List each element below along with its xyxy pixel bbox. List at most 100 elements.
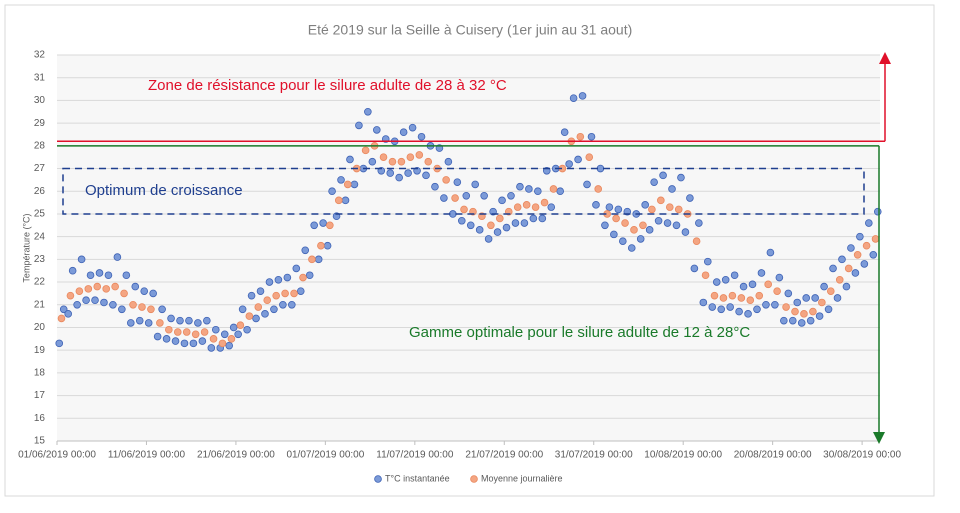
data-point: [502, 223, 511, 232]
data-point: [654, 216, 663, 225]
data-point: [207, 344, 216, 352]
data-point: [82, 296, 90, 305]
data-point: [614, 205, 623, 214]
data-point: [773, 287, 781, 295]
data-point: [672, 221, 681, 230]
data-point: [737, 294, 746, 302]
data-point: [120, 289, 128, 298]
data-point: [824, 305, 833, 314]
data-point: [171, 337, 180, 345]
data-point: [245, 312, 254, 320]
data-point: [869, 251, 878, 259]
y-tick-label: 23: [34, 254, 46, 265]
data-point: [185, 316, 193, 325]
data-point: [496, 214, 504, 223]
data-point: [529, 214, 538, 223]
data-point: [77, 255, 86, 264]
data-point: [860, 260, 869, 268]
data-point: [755, 291, 764, 300]
data-point: [373, 126, 381, 134]
data-point: [314, 255, 323, 264]
data-point: [227, 335, 236, 343]
data-point: [793, 298, 802, 307]
data-point: [176, 316, 184, 325]
plot-area: [57, 55, 880, 441]
data-point: [343, 180, 352, 189]
y-tick-label: 25: [34, 209, 46, 220]
data-point: [721, 275, 730, 284]
data-point: [475, 226, 484, 234]
data-point: [122, 271, 131, 280]
data-point: [75, 287, 84, 295]
data-point: [453, 178, 462, 186]
data-point: [247, 291, 256, 300]
data-point: [516, 182, 524, 191]
y-tick-label: 17: [34, 390, 46, 401]
data-point: [91, 296, 99, 305]
data-point: [462, 191, 471, 200]
data-point: [328, 187, 336, 196]
data-point: [118, 305, 126, 314]
data-point: [744, 310, 752, 318]
y-tick-label: 30: [34, 95, 46, 106]
data-point: [68, 266, 77, 275]
x-tick-label: 31/07/2019 00:00: [555, 450, 633, 461]
data-point: [802, 294, 810, 302]
data-point: [780, 316, 788, 325]
data-point: [100, 298, 108, 307]
data-point: [712, 278, 721, 286]
data-point: [147, 305, 155, 314]
data-point: [847, 244, 855, 252]
data-point: [788, 316, 797, 325]
data-point: [86, 271, 95, 280]
data-point: [636, 235, 645, 243]
y-tick-label: 20: [34, 322, 46, 333]
data-point: [677, 173, 685, 182]
data-point: [346, 155, 354, 164]
optimum-box: [62, 167, 865, 215]
data-point: [601, 221, 609, 230]
x-tick-label: 11/06/2019 00:00: [108, 450, 186, 461]
data-point: [576, 132, 585, 141]
data-point: [583, 180, 591, 189]
data-point: [64, 310, 72, 318]
data-point: [93, 282, 102, 291]
data-point: [782, 303, 790, 311]
y-tick-label: 21: [34, 299, 46, 310]
data-point: [809, 307, 817, 316]
data-point: [610, 230, 618, 239]
data-point: [871, 235, 880, 243]
data-point: [460, 205, 468, 214]
data-point: [835, 275, 844, 284]
data-point: [762, 300, 770, 309]
data-point: [422, 171, 430, 180]
data-point: [627, 244, 636, 252]
data-point: [853, 251, 862, 259]
data-point: [748, 280, 757, 289]
data-point: [708, 303, 717, 311]
data-point: [630, 226, 638, 234]
data-point: [728, 291, 737, 300]
data-point: [695, 219, 703, 227]
data-point: [180, 339, 189, 348]
data-point: [701, 271, 710, 280]
data-point: [556, 187, 564, 196]
data-point: [254, 303, 263, 311]
data-point: [826, 287, 835, 295]
data-point: [735, 307, 743, 316]
data-point: [220, 330, 229, 339]
data-point: [498, 196, 506, 205]
data-point: [818, 298, 826, 307]
y-tick-label: 29: [34, 118, 46, 129]
data-point: [424, 157, 433, 166]
y-tick-label: 26: [34, 186, 46, 197]
data-point: [55, 339, 64, 348]
data-point: [386, 169, 395, 177]
data-point: [457, 216, 466, 225]
data-point: [113, 253, 122, 261]
data-point: [283, 273, 292, 282]
data-point: [585, 153, 594, 161]
data-point: [274, 275, 283, 284]
chart-title: Eté 2019 sur la Seille à Cuisery (1er ju…: [308, 22, 633, 38]
data-point: [191, 330, 200, 339]
